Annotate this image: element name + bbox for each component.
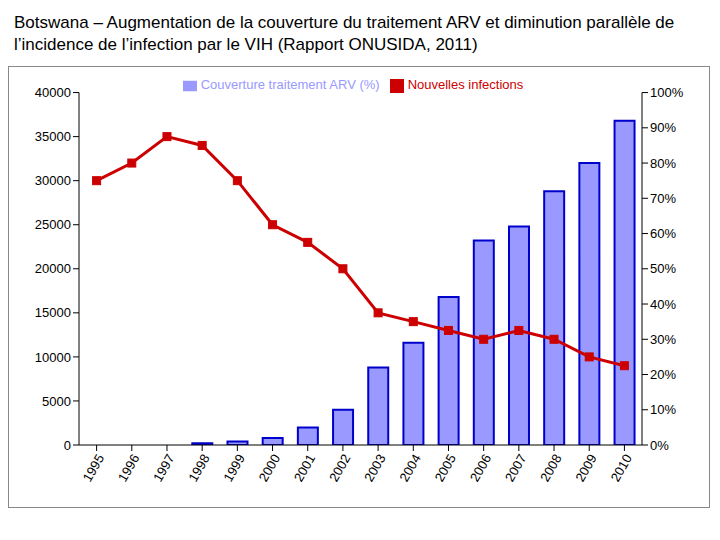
svg-text:30%: 30% [650, 332, 676, 347]
svg-text:1998: 1998 [185, 452, 212, 485]
svg-text:2005: 2005 [432, 452, 459, 485]
svg-text:2008: 2008 [537, 452, 564, 485]
svg-text:0: 0 [64, 438, 71, 453]
svg-text:50%: 50% [650, 261, 676, 276]
svg-text:2003: 2003 [361, 452, 388, 485]
svg-text:1996: 1996 [115, 452, 142, 485]
svg-text:15000: 15000 [35, 305, 71, 320]
svg-text:10%: 10% [650, 402, 676, 417]
svg-text:25000: 25000 [35, 217, 71, 232]
svg-text:100%: 100% [650, 85, 684, 100]
svg-text:2009: 2009 [572, 452, 599, 485]
svg-text:2002: 2002 [326, 452, 353, 485]
svg-text:1997: 1997 [150, 452, 177, 485]
svg-text:20000: 20000 [35, 261, 71, 276]
svg-text:80%: 80% [650, 156, 676, 171]
svg-text:60%: 60% [650, 226, 676, 241]
svg-text:10000: 10000 [35, 350, 71, 365]
svg-text:2004: 2004 [396, 452, 423, 485]
svg-text:1999: 1999 [220, 452, 247, 485]
svg-text:1995: 1995 [80, 452, 107, 485]
svg-text:40%: 40% [650, 297, 676, 312]
html-text:Couverture traitement ARV (%): Couverture traitement ARV (%) [200, 77, 380, 92]
svg-text:2000: 2000 [256, 452, 283, 485]
svg-text:30000: 30000 [35, 173, 71, 188]
svg-text:90%: 90% [650, 120, 676, 135]
svg-text:40000: 40000 [35, 85, 71, 100]
svg-text:2007: 2007 [502, 452, 529, 485]
svg-text:35000: 35000 [35, 129, 71, 144]
svg-text:0%: 0% [650, 438, 669, 453]
svg-text:2010: 2010 [608, 452, 635, 485]
html-text:Botswana – Augmentation de la: Botswana – Augmentation de la couverture… [14, 13, 675, 54]
svg-text:70%: 70% [650, 191, 676, 206]
svg-text:2001: 2001 [291, 452, 318, 485]
svg-text:2006: 2006 [467, 452, 494, 485]
svg-text:5000: 5000 [42, 394, 71, 409]
svg-text:20%: 20% [650, 367, 676, 382]
html-text:Nouvelles infections: Nouvelles infections [407, 77, 524, 92]
